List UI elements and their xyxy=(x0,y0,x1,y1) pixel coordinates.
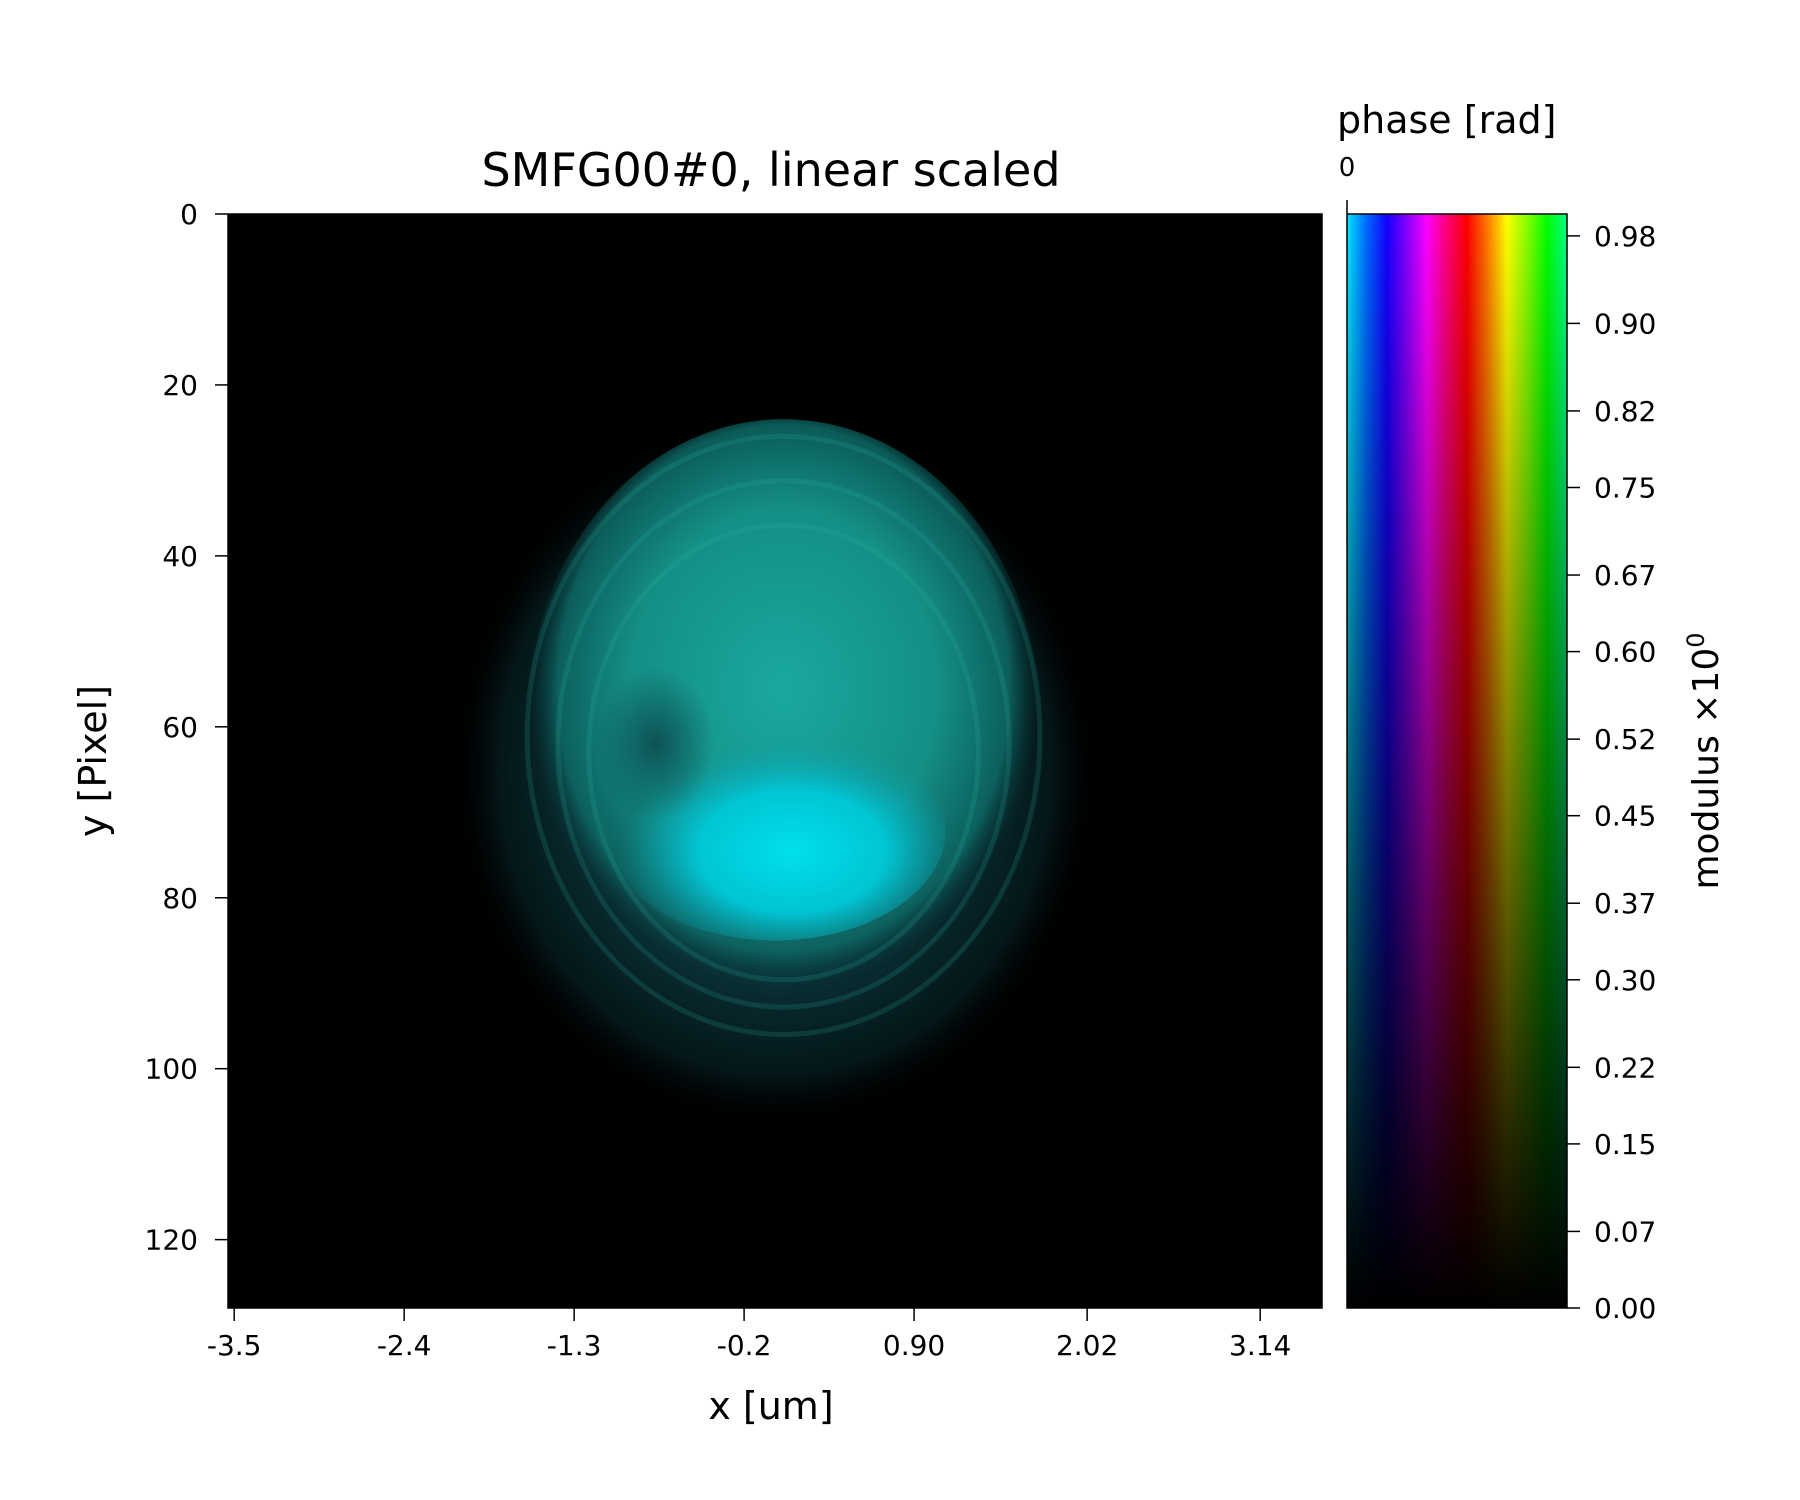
colorbar-tick-label: 0.22 xyxy=(1594,1051,1656,1084)
x-tick-label: -1.3 xyxy=(547,1329,602,1362)
colorbar-axis: 0.98 0.90 0.82 0.75 0.67 0.60 0.52 0.45 0.37 0.30… xyxy=(1567,220,1656,1325)
colorbar-tick-label: 0.00 xyxy=(1594,1292,1656,1325)
x-tick-label: -2.4 xyxy=(377,1329,432,1362)
y-axis-label: y [Pixel] xyxy=(71,685,115,837)
x-axis-label: x [um] xyxy=(708,1384,833,1428)
colorbar-label-exponent: 0 xyxy=(1682,632,1710,647)
colorbar-frame xyxy=(1346,213,1568,1309)
colorbar-tick-label: 0.75 xyxy=(1594,472,1656,505)
colorbar-label: modulus ×100 xyxy=(1682,632,1727,889)
y-tick-label: 20 xyxy=(162,369,198,402)
colorbar-tick-label: 0.07 xyxy=(1594,1215,1656,1248)
colorbar-tick-label: 0.37 xyxy=(1594,887,1656,920)
y-tick-label: 120 xyxy=(145,1224,198,1257)
colorbar-tick-label: 0.30 xyxy=(1594,964,1656,997)
x-tick-label: 3.14 xyxy=(1229,1329,1291,1362)
colorbar-tick-label: 0.67 xyxy=(1594,559,1656,592)
colorbar-tick-label: 0.45 xyxy=(1594,800,1656,833)
colorbar-tick-label: 0.98 xyxy=(1594,220,1656,253)
heatmap-ring xyxy=(586,522,981,983)
heatmap-dark-spot xyxy=(595,666,716,821)
heatmap-ring xyxy=(555,478,1012,1010)
x-tick-label: -0.2 xyxy=(717,1329,772,1362)
chart-title: SMFG00#0, linear scaled xyxy=(481,143,1060,197)
heatmap-ring xyxy=(524,433,1043,1037)
y-tick-label: 60 xyxy=(162,711,198,744)
colorbar: 0 phase [rad] 0.980.900.820.750.670.600.… xyxy=(1337,98,1727,1325)
x-tick-label: 0.90 xyxy=(883,1329,945,1362)
colorbar-title: phase [rad] xyxy=(1337,98,1556,142)
x-tick-label: -3.5 xyxy=(207,1329,262,1362)
y-tick-label: 40 xyxy=(162,540,198,573)
y-tick-label: 100 xyxy=(145,1053,198,1086)
colorbar-tick-label: 0.52 xyxy=(1594,723,1656,756)
colorbar-phase-tick-label: 0 xyxy=(1339,153,1356,183)
plot-frame xyxy=(227,213,1323,1309)
colorbar-tick-label: 0.82 xyxy=(1594,395,1656,428)
colorbar-tick-label: 0.15 xyxy=(1594,1128,1656,1161)
y-axis: 0 20 40 60 80 100 120 xyxy=(145,198,228,1257)
y-tick-label: 80 xyxy=(162,882,198,915)
x-axis: -3.5 -2.4 -1.3 -0.2 0.90 2.02 3.14 xyxy=(207,1308,1291,1362)
colorbar-label-text: modulus ×10 xyxy=(1686,648,1727,890)
colorbar-modulus-shade xyxy=(1347,214,1567,1308)
y-tick-label: 0 xyxy=(180,198,198,231)
colorbar-tick-label: 0.90 xyxy=(1594,307,1656,340)
heatmap-image xyxy=(228,214,1322,1308)
colorbar-tick-label: 0.60 xyxy=(1594,636,1656,669)
x-tick-label: 2.02 xyxy=(1056,1329,1118,1362)
